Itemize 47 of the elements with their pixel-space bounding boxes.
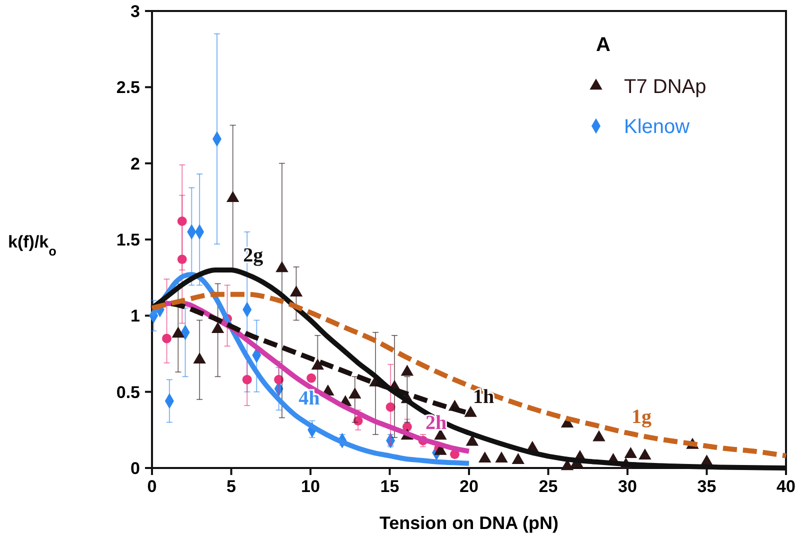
- point: [306, 373, 316, 383]
- point: [172, 326, 185, 338]
- x-axis-title: Tension on DNA (pN): [380, 513, 558, 533]
- x-tick-label: 30: [618, 477, 637, 496]
- y-tick-label: 0: [130, 459, 140, 478]
- x-tick-label: 10: [301, 477, 320, 496]
- x-tick-label: 40: [776, 477, 796, 496]
- point: [638, 448, 652, 460]
- point: [242, 374, 252, 384]
- annotation: 2g: [243, 244, 264, 266]
- point: [466, 434, 479, 446]
- point: [512, 453, 524, 464]
- point: [177, 216, 187, 226]
- legend-label: T7 DNAp: [624, 76, 706, 98]
- point: [400, 364, 414, 376]
- point: [162, 334, 172, 344]
- point: [311, 358, 324, 370]
- x-tick-label: 35: [697, 477, 716, 496]
- y-tick-label: 2.5: [116, 78, 140, 98]
- x-tick-label: 15: [380, 477, 400, 496]
- point: [478, 452, 492, 463]
- x-tick-label: 0: [147, 477, 157, 496]
- x-tick-label: 5: [226, 477, 236, 496]
- y-axis-title: k(f)/k$_{o}$: [8, 232, 57, 258]
- y-tick-label: 1: [130, 306, 140, 326]
- point: [495, 452, 508, 463]
- y-tick-label: 3: [130, 2, 140, 21]
- annotation: 1g: [632, 406, 652, 428]
- x-tick-label: 20: [460, 477, 478, 496]
- annotation: 1h: [473, 386, 494, 408]
- y-tick-label: 2: [130, 154, 140, 174]
- legend-label: Klenow: [624, 116, 690, 138]
- point: [177, 254, 187, 264]
- y-tick-label: 1.5: [116, 230, 140, 250]
- point: [464, 406, 477, 417]
- y-tick-label: 0.5: [116, 382, 140, 402]
- point: [274, 374, 284, 384]
- point: [211, 322, 224, 334]
- point: [592, 430, 606, 442]
- point: [348, 388, 362, 399]
- point: [386, 402, 396, 412]
- point: [193, 352, 206, 364]
- x-tick-label: 25: [538, 477, 558, 496]
- point: [276, 261, 288, 272]
- annotation: 4h: [298, 388, 320, 410]
- annotation: A: [596, 34, 610, 56]
- point: [624, 446, 638, 458]
